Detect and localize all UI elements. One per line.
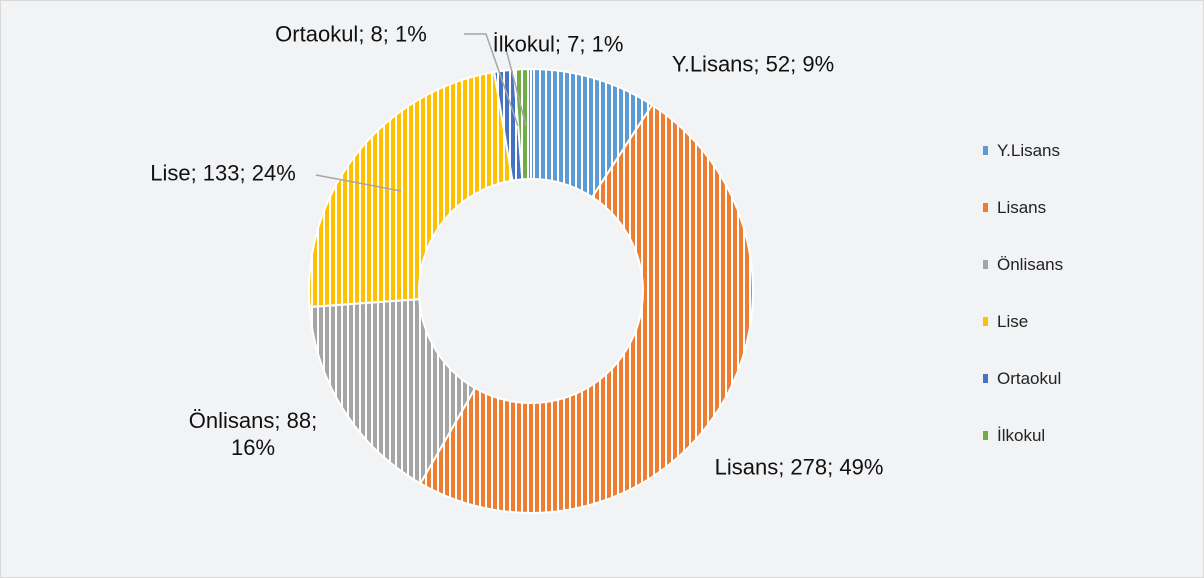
data-label: Önlisans; 88; 16% [188, 408, 318, 460]
legend-marker [983, 203, 988, 212]
legend-label: Ortaokul [997, 369, 1062, 388]
leader-line [315, 174, 402, 192]
legend-label: Lisans [997, 198, 1047, 217]
legend-entry: Lise [983, 312, 1028, 332]
data-label: İlkokul; 7; 1% [492, 31, 624, 57]
legend-label: İlkokul [997, 426, 1046, 445]
legend-entry: Önlisans [983, 255, 1063, 275]
donut-slice [308, 298, 477, 485]
legend-label: Lise [997, 312, 1029, 331]
legend-marker [983, 431, 988, 440]
legend-entry: Lisans [983, 198, 1046, 218]
donut-slice [308, 70, 514, 309]
legend-entry: Ortaokul [983, 369, 1061, 389]
donut-slice [418, 103, 754, 514]
data-label: Y.Lisans; 52; 9% [671, 51, 835, 77]
leader-line [505, 48, 527, 127]
legend-label: Önlisans [997, 255, 1064, 274]
data-label: Ortaokul; 8; 1% [275, 21, 427, 47]
legend-entry: İlkokul [983, 426, 1045, 446]
legend-entry: Y.Lisans [983, 141, 1060, 161]
leader-line [464, 33, 519, 127]
legend-marker [983, 146, 988, 155]
data-label: Lise; 133; 24% [150, 160, 296, 186]
legend-label: Y.Lisans [997, 141, 1061, 160]
legend-marker [983, 260, 988, 269]
legend-marker [983, 374, 988, 383]
data-label: Lisans; 278; 49% [714, 454, 884, 480]
legend-marker [983, 317, 988, 326]
